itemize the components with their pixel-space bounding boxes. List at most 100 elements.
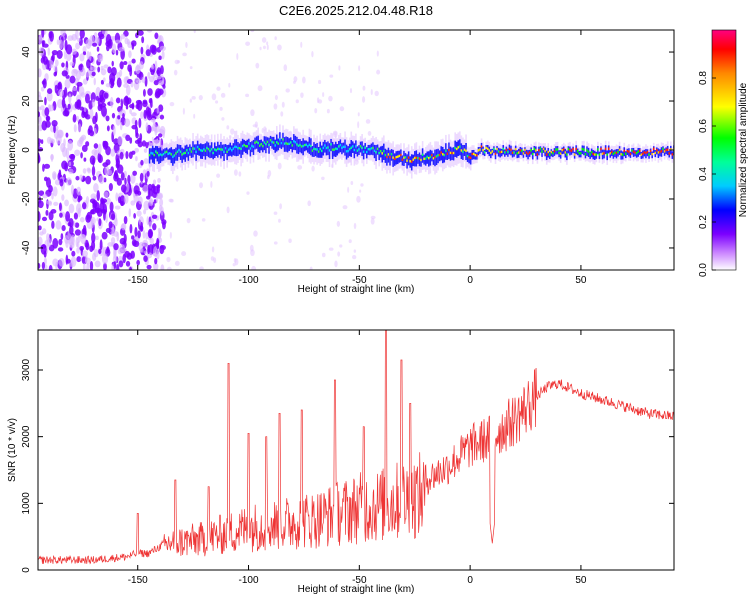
spectrogram-band-peak: [165, 150, 168, 153]
spectrogram-noise-mark: [130, 200, 136, 206]
snr-y-ticks: 0 1000 2000 3000: [21, 358, 674, 573]
spectrogram-noise-mark: [86, 50, 90, 61]
spectrogram-noise-mark: [44, 96, 47, 106]
spectrogram-band-peak: [663, 150, 666, 153]
spectrogram-band-peak: [224, 147, 227, 150]
spectrogram-band-peak: [600, 147, 602, 151]
spectrogram-band-peak: [567, 147, 570, 151]
spectrogram-noise-mark: [64, 87, 68, 98]
spectrogram-band-peak: [455, 147, 458, 151]
spectrogram-noise-mark: [156, 251, 160, 260]
spectrogram-band-peak: [550, 150, 553, 154]
spectrogram-band-peak: [344, 145, 346, 149]
spectrogram-x-tick-label: 0: [467, 275, 473, 286]
spectrogram-noise-mark: [65, 254, 69, 265]
spectrogram-band-peak: [480, 145, 483, 148]
spectrogram-noise-mark: [326, 108, 330, 114]
spectrogram-noise-mark: [98, 218, 102, 227]
spectrogram-noise-mark: [353, 222, 357, 230]
spectrogram-band-peak: [496, 147, 498, 151]
spectrogram-noise-mark: [103, 262, 107, 270]
spectrogram-noise-mark: [76, 247, 80, 254]
spectrogram-band-peak: [325, 146, 328, 150]
spectrogram-noise-mark: [140, 159, 144, 166]
spectrogram-band-peak: [170, 153, 173, 156]
spectrogram-band-peak: [598, 153, 601, 156]
spectrogram-noise-mark: [295, 99, 299, 104]
spectrogram-noise-mark: [254, 121, 258, 128]
spectrogram-noise-mark: [151, 214, 158, 219]
spectrogram-noise-mark: [277, 162, 282, 170]
spectrogram-noise-mark: [89, 108, 94, 120]
spectrogram-band-peak: [190, 150, 193, 153]
spectrogram-y-tick-label: 40: [21, 46, 32, 58]
spectrogram-noise-mark: [85, 214, 91, 223]
spectrogram-noise-mark: [61, 97, 66, 109]
spectrogram-noise-mark: [89, 64, 93, 76]
spectrogram-band-peak: [187, 151, 190, 155]
spectrogram-noise-mark: [329, 74, 334, 78]
spectrogram-noise-mark: [38, 106, 42, 111]
spectrogram-band-peak: [210, 148, 213, 151]
spectrogram-band-peak: [179, 150, 182, 153]
spectrogram-noise-mark: [216, 173, 221, 178]
spectrogram-noise-mark: [91, 232, 96, 244]
spectrogram-noise-mark: [216, 86, 221, 91]
spectrogram-noise-mark: [255, 62, 260, 69]
spectrogram-noise-mark: [64, 199, 69, 207]
spectrogram-noise-mark: [103, 92, 109, 99]
spectrogram-noise-mark: [62, 110, 69, 117]
spectrogram-noise-mark: [166, 266, 172, 270]
spectrogram-noise-mark: [125, 260, 131, 267]
spectrogram-band-peak: [246, 145, 249, 148]
spectrogram-noise-mark: [60, 30, 66, 37]
spectrogram-noise-mark: [47, 47, 51, 56]
spectrogram-band-peak: [631, 149, 633, 152]
spectrogram-noise-mark: [123, 61, 128, 66]
spectrogram-band-peak: [561, 148, 564, 152]
spectrogram-noise-mark: [279, 203, 282, 210]
spectrogram-noise-mark: [143, 158, 149, 164]
spectrogram-noise-mark: [82, 78, 88, 85]
spectrogram-noise-mark: [103, 191, 109, 198]
spectrogram-noise-mark: [174, 59, 180, 65]
spectrogram-band-peak: [418, 157, 421, 160]
spectrogram-band-peak: [358, 148, 360, 151]
spectrogram-band-peak: [638, 149, 641, 152]
spectrogram-band-peak: [181, 153, 183, 156]
spectrogram-noise-mark: [129, 266, 133, 270]
spectrogram-band-peak: [621, 153, 624, 156]
spectrogram-noise-mark: [90, 92, 96, 103]
spectrogram-band-peak: [203, 148, 205, 151]
spectrogram-band-peak: [376, 147, 379, 151]
spectrogram-band-peak: [420, 158, 422, 162]
spectrogram-noise-mark: [113, 243, 119, 251]
spectrogram-band-peak: [612, 152, 615, 155]
spectrogram-noise-mark: [126, 97, 132, 105]
spectrogram-band-peak: [218, 147, 221, 151]
spectrogram-noise-mark: [38, 115, 42, 125]
spectrogram-noise-mark: [153, 71, 158, 78]
spectrogram-band-peak: [566, 153, 568, 156]
spectrogram-band-peak: [352, 145, 354, 148]
spectrogram-band-peak: [196, 145, 199, 149]
spectrogram-band-peak: [311, 149, 314, 152]
spectrogram-noise-mark: [122, 112, 125, 119]
spectrogram-noise-mark: [53, 201, 59, 207]
spectrogram-band-peak: [615, 151, 618, 155]
spectrogram-band-peak: [299, 143, 301, 147]
spectrogram-band-peak: [375, 151, 377, 154]
spectrogram-noise-mark: [159, 204, 162, 212]
spectrogram-noise-mark: [58, 238, 63, 246]
spectrogram-x-tick-label: 50: [575, 275, 587, 286]
spectrogram-noise-mark: [38, 236, 43, 247]
spectrogram-band-peak: [514, 148, 517, 151]
spectrogram-noise-mark: [46, 88, 53, 95]
spectrogram-noise-mark: [75, 42, 80, 50]
spectrogram-band-peak: [257, 141, 259, 145]
spectrogram-noise-mark: [360, 183, 364, 187]
spectrogram-band-peak: [293, 140, 295, 143]
spectrogram-noise-mark: [143, 209, 147, 215]
spectrogram-noise-mark: [111, 60, 114, 67]
spectrogram-band-peak: [241, 144, 244, 148]
